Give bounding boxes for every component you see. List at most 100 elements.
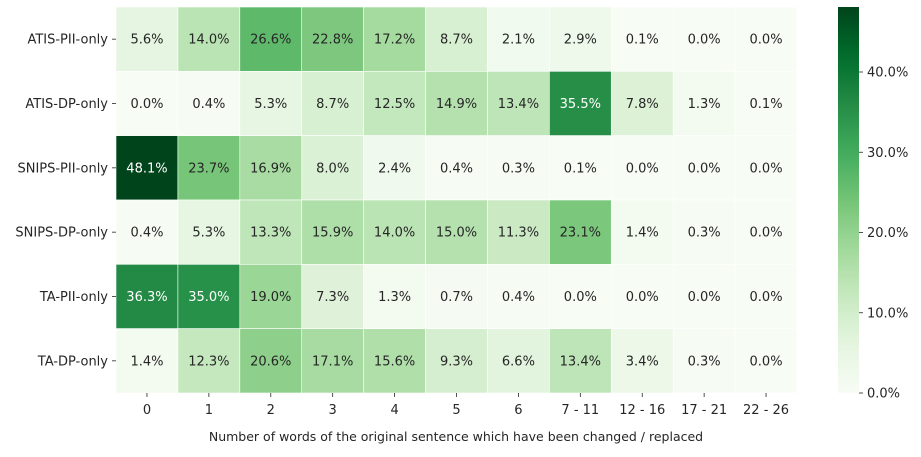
cell-value-label: 14.0% [188,33,229,48]
cell-value-label: 0.0% [750,354,783,369]
heatmap-cell [239,264,303,329]
x-tick-label: 12 - 16 [619,403,665,418]
colorbar-tick-label: 10.0% [867,306,908,321]
cell-value-label: 5.3% [254,97,287,112]
cell-value-label: 0.3% [502,161,535,176]
heatmap-cell [487,264,550,329]
heatmap-cell [610,328,674,394]
heatmap-cell [301,328,364,394]
heatmap-cell [734,6,798,72]
cell-value-label: 17.1% [312,354,353,369]
cell-value-label: 7.8% [626,97,659,112]
heatmap-cell [363,199,426,265]
cell-value-label: 1.4% [626,226,659,241]
cell-value-label: 9.3% [440,354,473,369]
heatmap-cells [115,6,798,394]
cell-value-label: 11.3% [498,226,539,241]
cell-value-label: 1.3% [378,290,411,305]
cell-value-label: 0.0% [750,161,783,176]
heatmap-cell [672,199,736,265]
heatmap-cell [363,135,426,201]
heatmap-cell [734,71,798,136]
heatmap-cell [425,199,488,265]
cell-value-label: 6.6% [502,354,535,369]
cell-value-label: 12.5% [374,97,415,112]
x-tick-label: 6 [514,403,522,418]
cell-value-label: 8.7% [440,33,473,48]
cell-value-label: 0.0% [750,290,783,305]
cell-value-label: 0.0% [750,33,783,48]
heatmap-cell [177,328,241,394]
x-tick-label: 7 - 11 [561,403,599,418]
cell-value-label: 0.1% [750,97,783,112]
colorbar-tick-label: 30.0% [867,146,908,161]
cell-value-label: 0.0% [564,290,597,305]
cell-value-label: 14.9% [436,97,477,112]
cell-value-label: 1.3% [688,97,721,112]
heatmap-cell [301,6,364,72]
x-tick-label: 1 [205,403,213,418]
x-tick-label: 2 [267,403,275,418]
cell-value-label: 7.3% [316,290,349,305]
cell-value-label: 8.7% [316,97,349,112]
cell-value-label: 0.0% [750,226,783,241]
colorbar-tick-label: 0.0% [867,387,900,402]
cell-value-label: 23.1% [560,226,601,241]
cell-value-label: 0.0% [130,97,163,112]
cell-value-label: 17.2% [374,33,415,48]
cell-value-label: 5.3% [192,226,225,241]
x-tick-label: 22 - 26 [743,403,789,418]
heatmap-cell [672,71,736,136]
heatmap-cell [115,264,179,329]
cell-value-label: 0.4% [440,161,473,176]
heatmap-cell [363,264,426,329]
cell-value-label: 2.1% [502,33,535,48]
x-tick-label: 5 [452,403,460,418]
y-tick-label: ATIS-PII-only [27,33,108,48]
x-tick-label: 17 - 21 [681,403,727,418]
cell-value-label: 20.6% [250,354,291,369]
heatmap-cell [239,71,303,136]
heatmap-cell [610,264,674,329]
heatmap-cell [487,71,550,136]
cell-value-label: 0.7% [440,290,473,305]
heatmap-cell [177,264,241,329]
heatmap-cell [425,264,488,329]
cell-value-label: 35.0% [188,290,229,305]
heatmap-cell [487,328,550,394]
cell-value-label: 12.3% [188,354,229,369]
heatmap-cell [425,328,488,394]
cell-value-label: 0.1% [564,161,597,176]
x-axis-title: Number of words of the original sentence… [209,429,703,444]
y-tick-label: TA-DP-only [37,354,109,369]
heatmap-cell [115,71,179,136]
heatmap-cell [425,71,488,136]
cell-value-label: 0.0% [626,290,659,305]
cell-value-label: 35.5% [560,97,601,112]
cell-value-label: 3.4% [626,354,659,369]
cell-value-label: 0.4% [192,97,225,112]
cell-value-label: 48.1% [126,161,167,176]
heatmap-cell [177,6,241,72]
cell-value-label: 23.7% [188,161,229,176]
x-tick-label: 0 [143,403,151,418]
cell-value-label: 19.0% [250,290,291,305]
cell-value-label: 16.9% [250,161,291,176]
y-tick-label: SNIPS-DP-only [15,226,108,241]
heatmap-cell [672,264,736,329]
x-axis: 0 1 2 3 4 5 6 7 - 11 12 - 16 17 - 21 22 - 26 [143,393,789,418]
heatmap-cell [239,135,303,201]
cell-value-label: 22.8% [312,33,353,48]
y-tick-label: ATIS-DP-only [25,97,108,112]
cell-value-label: 15.6% [374,354,415,369]
y-tick-label: SNIPS-PII-only [17,161,108,176]
heatmap-cell [301,71,364,136]
cell-value-label: 1.4% [130,354,163,369]
cell-value-label: 0.0% [688,33,721,48]
heatmap-cell [115,6,179,72]
cell-value-label: 0.4% [502,290,535,305]
colorbar [838,7,859,393]
heatmap-cell [672,6,736,72]
heatmap-cell [610,71,674,136]
